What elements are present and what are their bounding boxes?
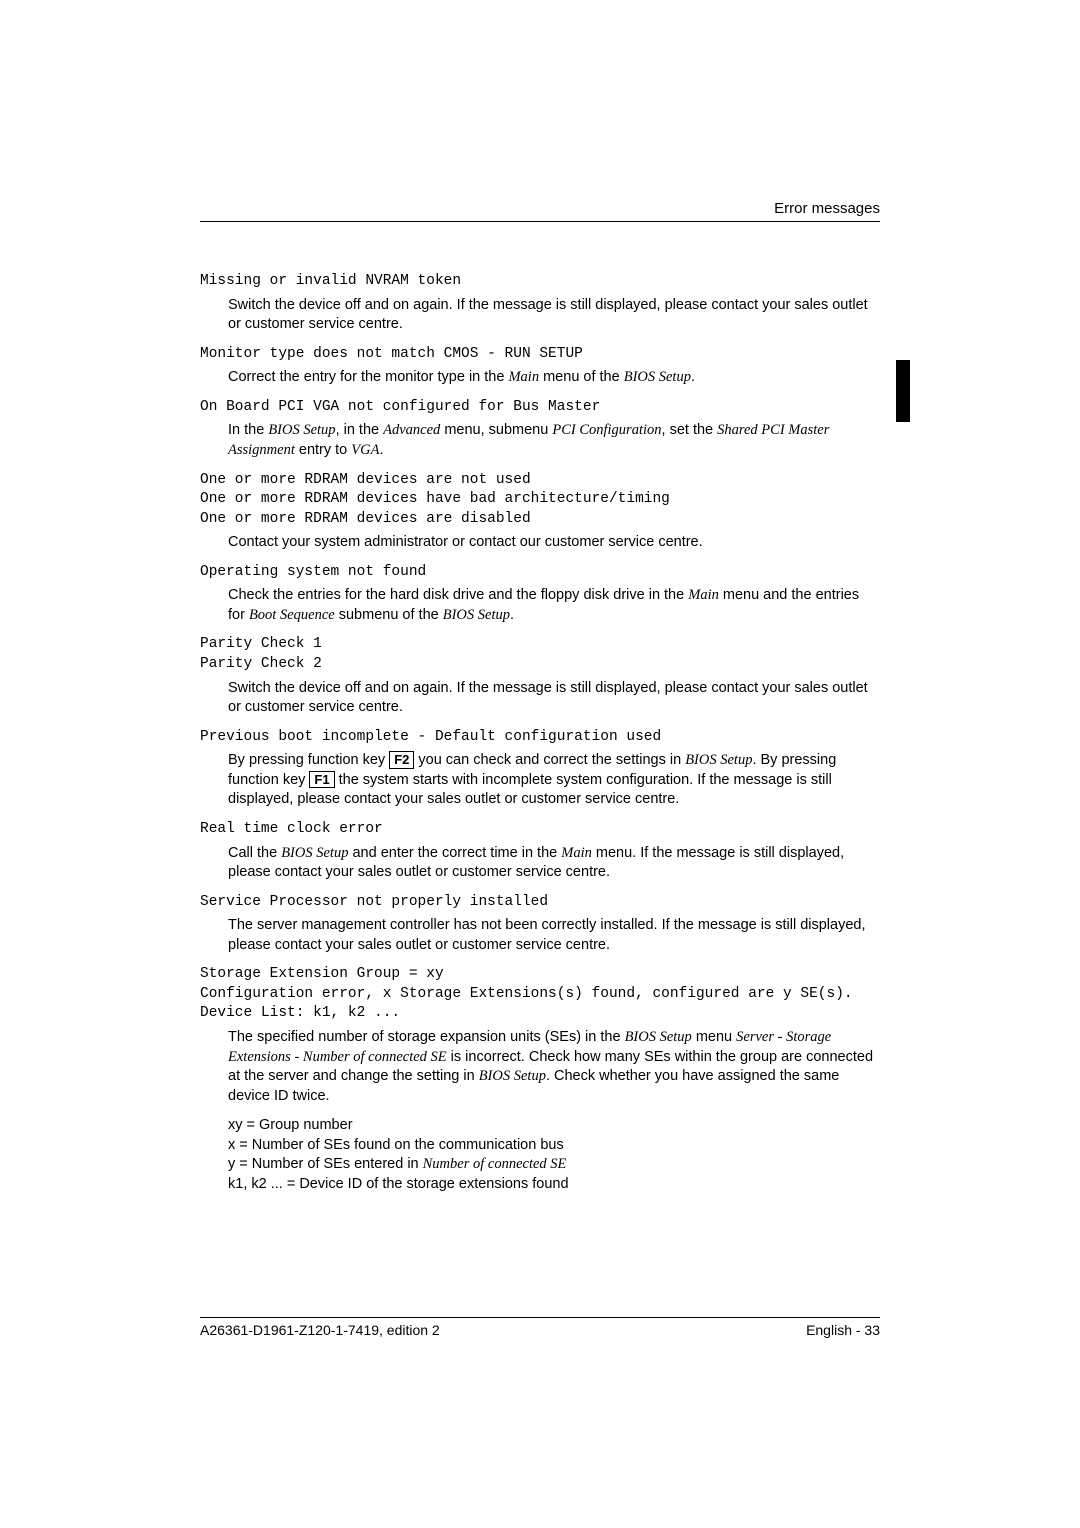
- error-code: Real time clock error: [200, 820, 880, 840]
- menu-ref: PCI Configuration: [552, 422, 661, 438]
- variable-legend: xy = Group number x = Number of SEs foun…: [228, 1116, 880, 1194]
- legend-line: y = Number of SEs entered in Number of c…: [228, 1155, 880, 1175]
- menu-ref: BIOS Setup: [625, 1029, 692, 1045]
- error-code: Missing or invalid NVRAM token: [200, 272, 880, 292]
- menu-ref: BIOS Setup: [281, 845, 348, 861]
- text: Correct the entry for the monitor type i…: [228, 369, 508, 385]
- error-code: One or more RDRAM devices are not used O…: [200, 471, 880, 530]
- error-code: Operating system not found: [200, 563, 880, 583]
- error-description: The specified number of storage expansio…: [228, 1028, 880, 1106]
- legend-line: xy = Group number: [228, 1116, 880, 1136]
- error-code: Service Processor not properly installed: [200, 893, 880, 913]
- text: menu of the: [539, 369, 624, 385]
- menu-ref: Advanced: [383, 422, 440, 438]
- error-description: Contact your system administrator or con…: [228, 533, 880, 553]
- text: entry to: [295, 442, 351, 458]
- error-code: Previous boot incomplete - Default confi…: [200, 728, 880, 748]
- menu-ref: VGA: [351, 442, 379, 458]
- error-code: Monitor type does not match CMOS - RUN S…: [200, 345, 880, 365]
- menu-ref: Main: [508, 369, 539, 385]
- text: The specified number of storage expansio…: [228, 1029, 625, 1045]
- page-content: Error messages Missing or invalid NVRAM …: [0, 0, 1080, 1195]
- menu-ref: Main: [688, 587, 719, 603]
- error-description: Call the BIOS Setup and enter the correc…: [228, 844, 880, 883]
- error-description: Correct the entry for the monitor type i…: [228, 368, 880, 388]
- text: and enter the correct time in the: [348, 845, 561, 861]
- error-code: Storage Extension Group = xy Configurati…: [200, 965, 880, 1024]
- text: menu: [692, 1029, 736, 1045]
- text: Check the entries for the hard disk driv…: [228, 587, 688, 603]
- text: By pressing function key: [228, 752, 389, 768]
- menu-ref: BIOS Setup: [268, 422, 335, 438]
- menu-ref: BIOS Setup: [479, 1068, 546, 1084]
- header-title: Error messages: [774, 200, 880, 217]
- menu-ref: Number of connected SE: [423, 1156, 567, 1172]
- error-code: Parity Check 1 Parity Check 2: [200, 635, 880, 674]
- footer-right: English - 33: [806, 1322, 880, 1338]
- error-description: By pressing function key F2 you can chec…: [228, 751, 880, 810]
- menu-ref: Boot Sequence: [249, 607, 335, 623]
- page-footer: A26361-D1961-Z120-1-7419, edition 2 Engl…: [200, 1317, 880, 1338]
- error-description: Switch the device off and on again. If t…: [228, 679, 880, 718]
- text: .: [379, 442, 383, 458]
- footer-left: A26361-D1961-Z120-1-7419, edition 2: [200, 1322, 440, 1338]
- text: .: [510, 607, 514, 623]
- legend-line: x = Number of SEs found on the communica…: [228, 1136, 880, 1156]
- error-description: In the BIOS Setup, in the Advanced menu,…: [228, 421, 880, 460]
- menu-ref: Main: [561, 845, 592, 861]
- keycap-f2: F2: [389, 751, 414, 769]
- menu-ref: BIOS Setup: [443, 607, 510, 623]
- error-description: The server management controller has not…: [228, 916, 880, 955]
- text: submenu of the: [335, 607, 443, 623]
- text: y = Number of SEs entered in: [228, 1156, 423, 1172]
- menu-ref: BIOS Setup: [624, 369, 691, 385]
- text: you can check and correct the settings i…: [414, 752, 685, 768]
- text: Call the: [228, 845, 281, 861]
- error-description: Switch the device off and on again. If t…: [228, 296, 880, 335]
- legend-line: k1, k2 ... = Device ID of the storage ex…: [228, 1175, 880, 1195]
- tab-marker: [896, 360, 910, 422]
- text: In the: [228, 422, 268, 438]
- text: , set the: [662, 422, 718, 438]
- page-header: Error messages: [200, 200, 880, 222]
- text: , in the: [336, 422, 384, 438]
- error-description: Check the entries for the hard disk driv…: [228, 586, 880, 625]
- keycap-f1: F1: [309, 771, 334, 789]
- text: .: [691, 369, 695, 385]
- menu-ref: BIOS Setup: [685, 752, 752, 768]
- text: menu, submenu: [440, 422, 552, 438]
- error-code: On Board PCI VGA not configured for Bus …: [200, 398, 880, 418]
